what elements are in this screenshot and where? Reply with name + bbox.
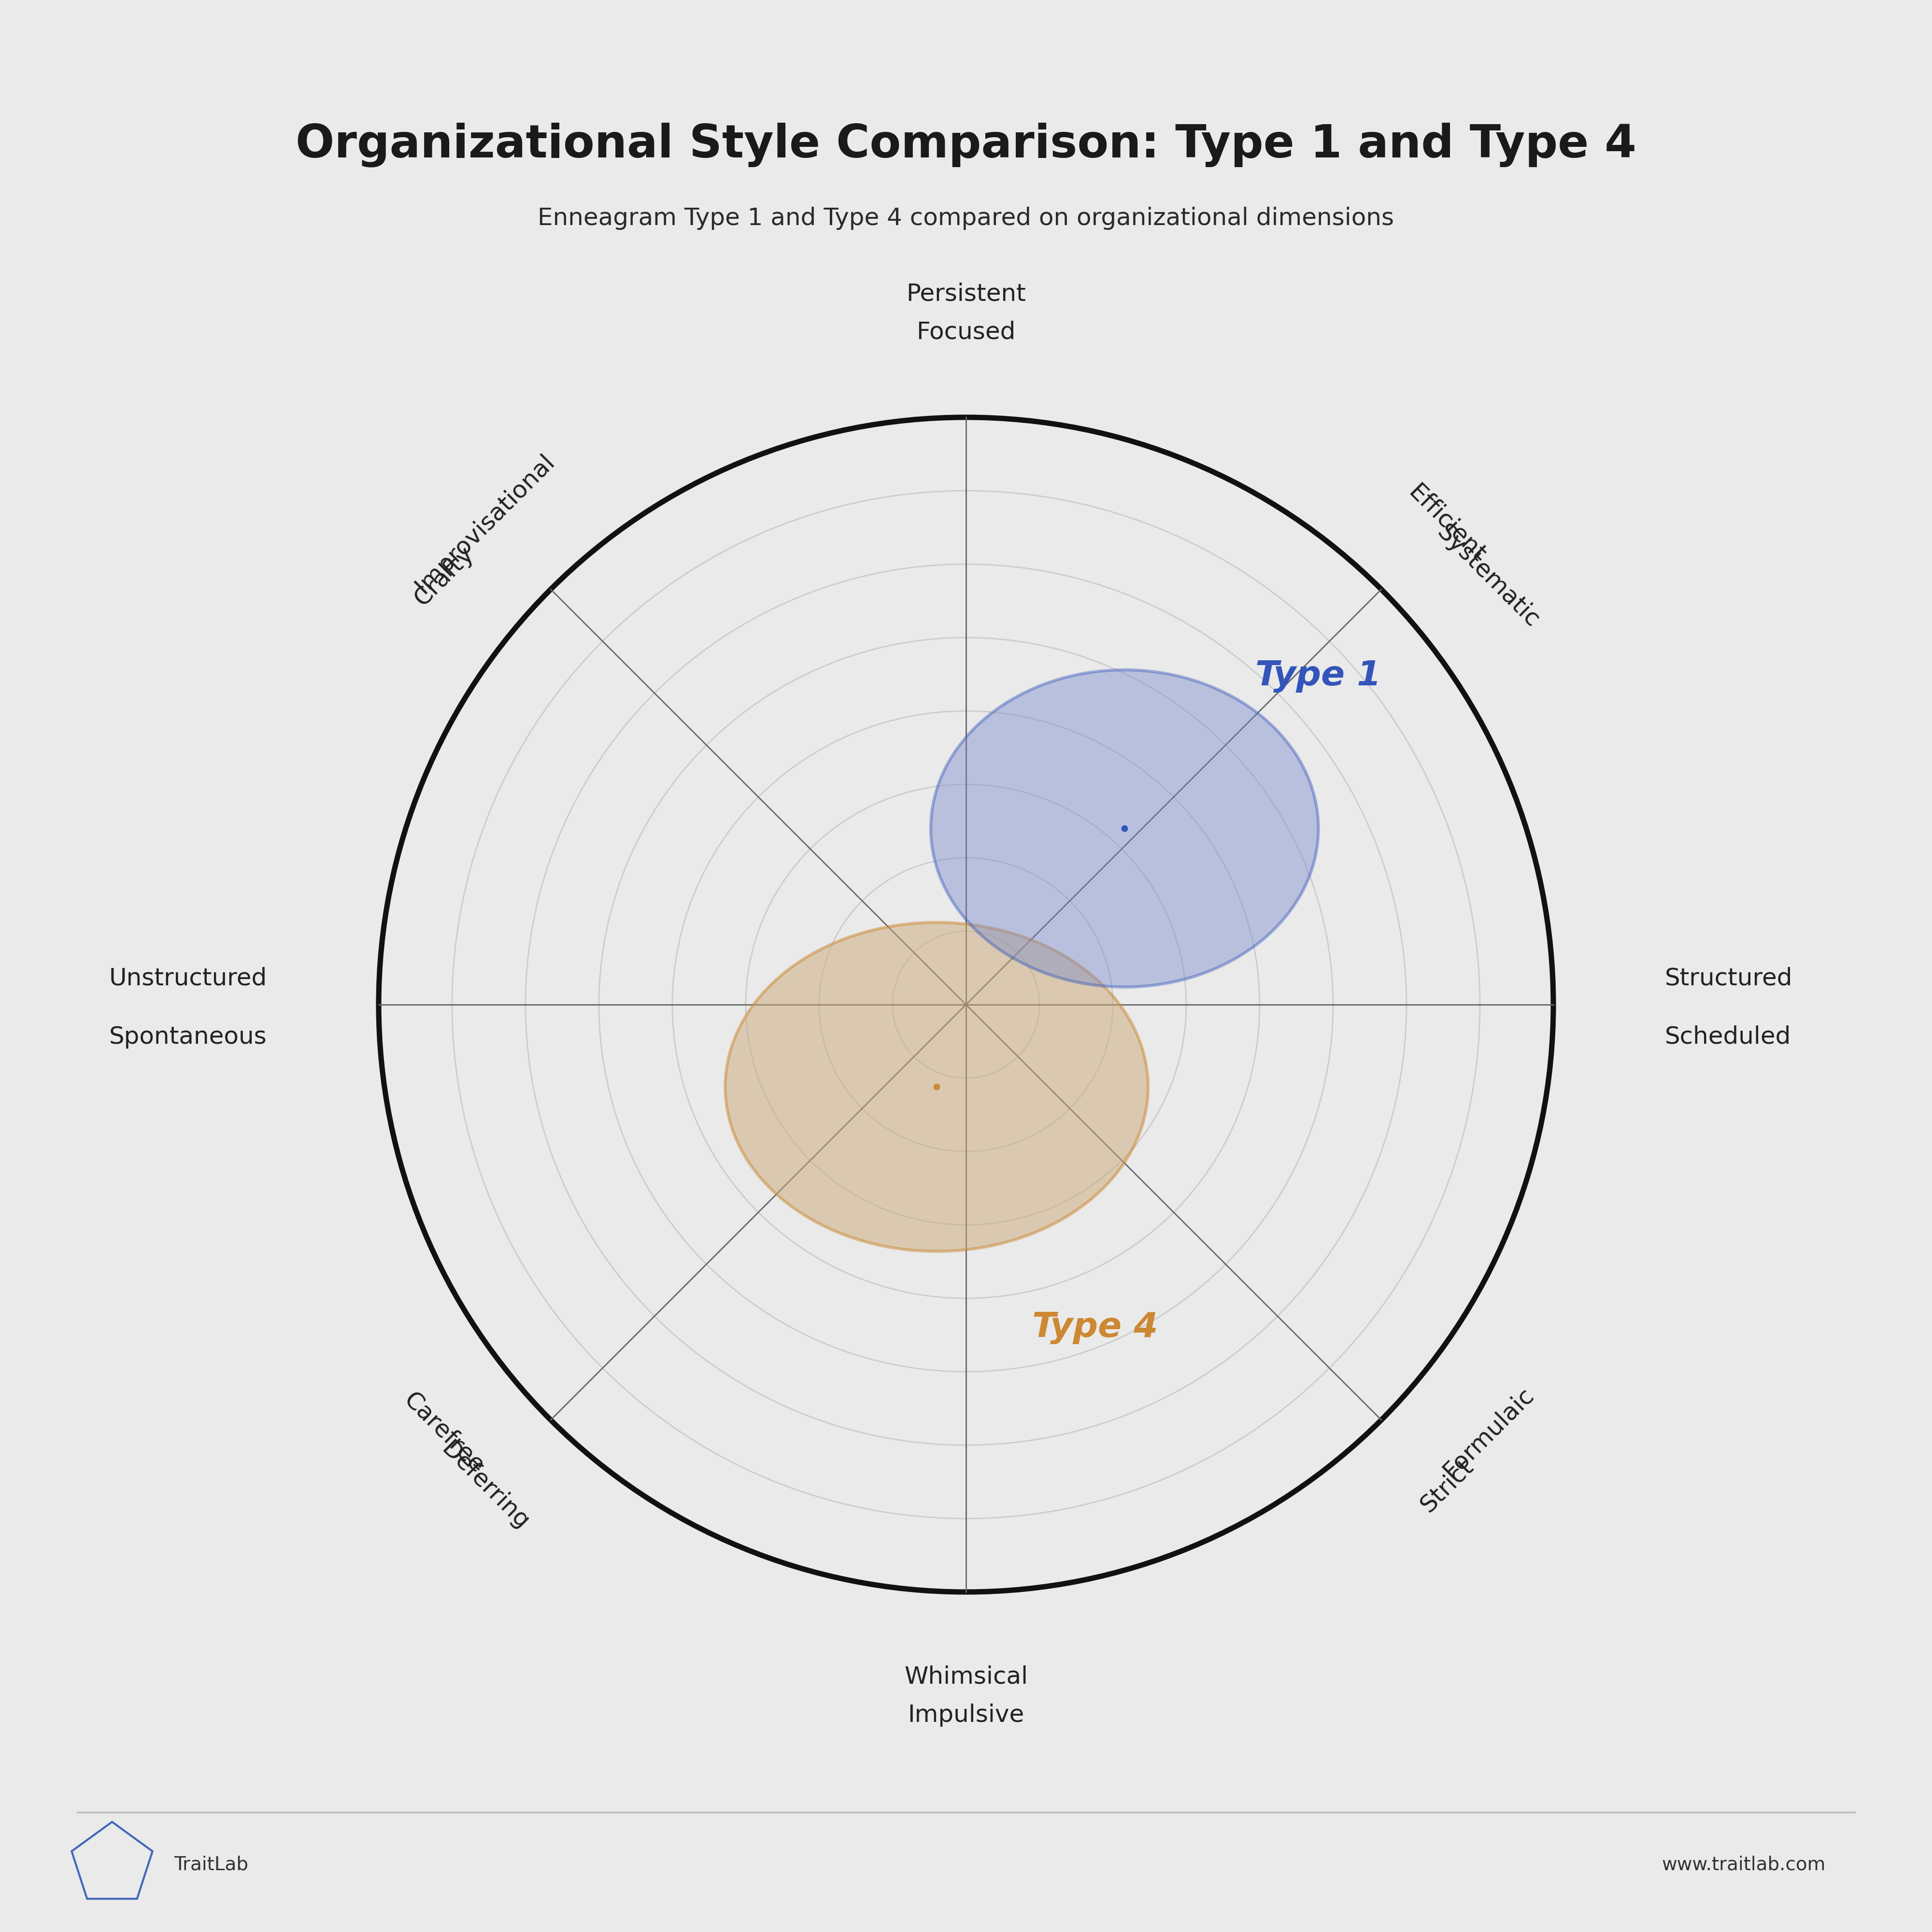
Text: Crafty: Crafty	[410, 543, 477, 611]
Ellipse shape	[931, 670, 1318, 987]
Text: Impulsive: Impulsive	[908, 1704, 1024, 1727]
Text: www.traitlab.com: www.traitlab.com	[1662, 1855, 1826, 1874]
Point	[922, 1072, 952, 1103]
Text: Carefree: Carefree	[400, 1387, 489, 1478]
Ellipse shape	[724, 922, 1148, 1252]
Text: Systematic: Systematic	[1432, 522, 1544, 632]
Text: Structured: Structured	[1665, 966, 1793, 989]
Text: Enneagram Type 1 and Type 4 compared on organizational dimensions: Enneagram Type 1 and Type 4 compared on …	[537, 207, 1395, 230]
Point	[1109, 813, 1140, 844]
Text: Type 4: Type 4	[1032, 1312, 1157, 1345]
Text: Organizational Style Comparison: Type 1 and Type 4: Organizational Style Comparison: Type 1 …	[296, 122, 1636, 168]
Text: Whimsical: Whimsical	[904, 1665, 1028, 1689]
Text: Scheduled: Scheduled	[1665, 1026, 1791, 1049]
Text: Efficient: Efficient	[1405, 481, 1490, 566]
Text: Spontaneous: Spontaneous	[110, 1026, 267, 1049]
Text: Deferring: Deferring	[437, 1437, 533, 1534]
Text: Formulaic: Formulaic	[1437, 1383, 1538, 1482]
Text: Unstructured: Unstructured	[108, 966, 267, 989]
Text: Persistent: Persistent	[906, 282, 1026, 305]
Text: TraitLab: TraitLab	[174, 1855, 247, 1874]
Text: Strict: Strict	[1416, 1455, 1478, 1517]
Text: Type 1: Type 1	[1256, 659, 1381, 692]
Text: Improvisational: Improvisational	[412, 450, 558, 597]
Text: Focused: Focused	[916, 321, 1016, 344]
